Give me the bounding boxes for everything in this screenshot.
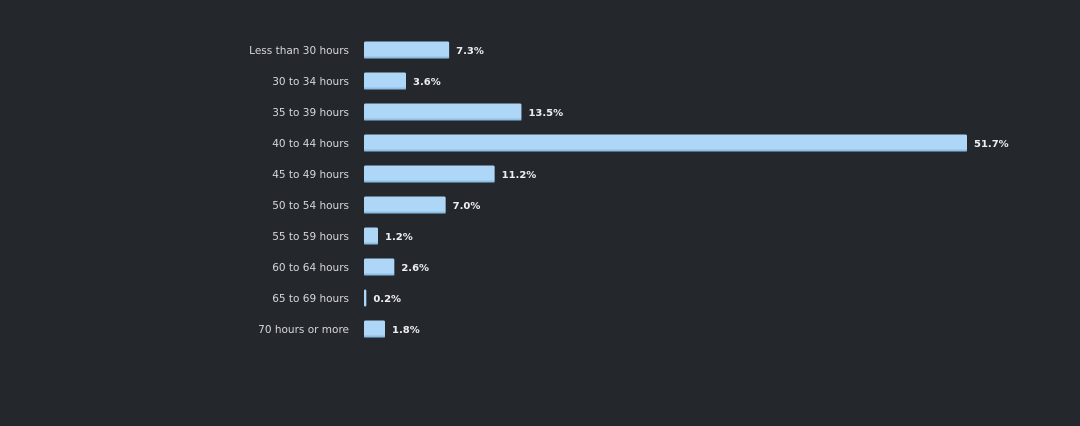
category-label: 50 to 54 hours	[272, 200, 349, 212]
bar	[364, 103, 522, 121]
category-label: 35 to 39 hours	[272, 107, 349, 119]
bar-shadow	[364, 335, 385, 338]
bar	[364, 289, 367, 307]
value-label: 7.0%	[453, 201, 481, 212]
value-label: 13.5%	[528, 108, 563, 119]
value-label: 1.2%	[385, 232, 413, 243]
bar-shadow	[364, 149, 967, 152]
value-label: 0.2%	[373, 294, 401, 305]
bar	[364, 227, 378, 245]
bar	[364, 320, 385, 338]
bar-shadow	[364, 211, 446, 214]
bar-shadow	[364, 242, 378, 245]
bar	[364, 134, 967, 152]
category-label: 55 to 59 hours	[272, 231, 349, 243]
category-labels: Less than 30 hours 30 to 34 hours 35 to 39…	[249, 45, 349, 336]
category-label: 40 to 44 hours	[272, 138, 349, 150]
bar	[364, 196, 446, 214]
category-label: Less than 30 hours	[249, 45, 349, 57]
bar-shadow	[364, 273, 395, 276]
bar	[364, 258, 395, 276]
bar	[364, 165, 495, 183]
value-label: 1.8%	[392, 325, 420, 336]
category-label: 60 to 64 hours	[272, 262, 349, 274]
bar-shadow	[364, 87, 406, 90]
value-label: 51.7%	[974, 139, 1009, 150]
bar-shadow	[364, 118, 522, 121]
value-label: 3.6%	[413, 77, 441, 88]
value-labels: 7.3% 3.6% 13.5% 51.7% 11.2% 7.0% 1.2% 2.6% 0.2% 1…	[373, 46, 1008, 336]
category-label: 45 to 49 hours	[272, 169, 349, 181]
bar	[364, 72, 406, 90]
bars	[364, 41, 967, 338]
bar-shadow	[364, 56, 450, 59]
bar-shadow	[364, 180, 495, 183]
value-label: 11.2%	[502, 170, 537, 181]
category-label: 65 to 69 hours	[272, 293, 349, 305]
value-label: 2.6%	[401, 263, 429, 274]
value-label: 7.3%	[456, 46, 484, 57]
category-label: 30 to 34 hours	[272, 76, 349, 88]
bar	[364, 41, 450, 59]
category-label: 70 hours or more	[258, 324, 349, 336]
